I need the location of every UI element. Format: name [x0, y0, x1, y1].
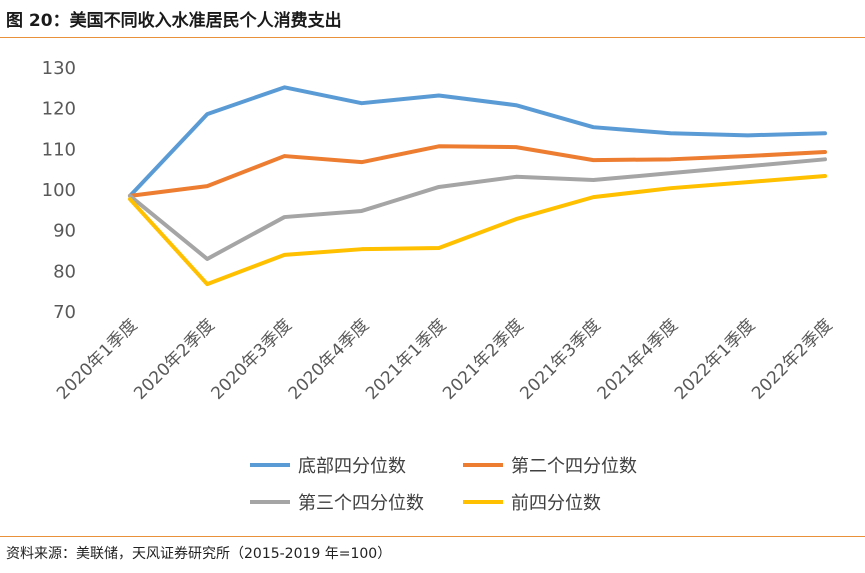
x-tick-label: 2021年1季度	[362, 315, 450, 403]
source-note: 资料来源：美联储，天风证券研究所（2015-2019 年=100）	[6, 546, 392, 562]
x-tick-label: 2020年3季度	[208, 315, 296, 403]
footer-rule	[0, 536, 865, 537]
legend-label: 第二个四分位数	[511, 456, 637, 477]
y-tick-label: 70	[53, 302, 76, 323]
y-tick-label: 100	[42, 180, 76, 201]
y-tick-label: 80	[53, 261, 76, 282]
x-tick-label: 2020年4季度	[285, 315, 373, 403]
y-tick-label: 120	[42, 99, 76, 120]
y-tick-label: 90	[53, 221, 76, 242]
series-line	[128, 85, 827, 198]
series-line	[128, 173, 827, 287]
x-tick-label: 2020年1季度	[53, 315, 141, 403]
x-tick-label: 2022年1季度	[671, 315, 759, 403]
x-tick-label: 2020年2季度	[130, 315, 218, 403]
x-tick-label: 2021年2季度	[439, 315, 527, 403]
x-tick-label: 2021年3季度	[516, 315, 604, 403]
legend-label: 第三个四分位数	[298, 493, 424, 514]
y-tick-label: 130	[42, 58, 76, 79]
title-rule	[0, 37, 865, 38]
legend-label: 前四分位数	[511, 493, 601, 514]
series-line	[128, 157, 827, 261]
series-line	[128, 144, 827, 198]
figure-title: 图 20：美国不同收入水准居民个人消费支出	[6, 11, 342, 31]
y-tick-label: 110	[42, 139, 76, 160]
legend-label: 底部四分位数	[298, 456, 406, 477]
x-tick-label: 2022年2季度	[748, 315, 836, 403]
x-tick-label: 2021年4季度	[594, 315, 682, 403]
